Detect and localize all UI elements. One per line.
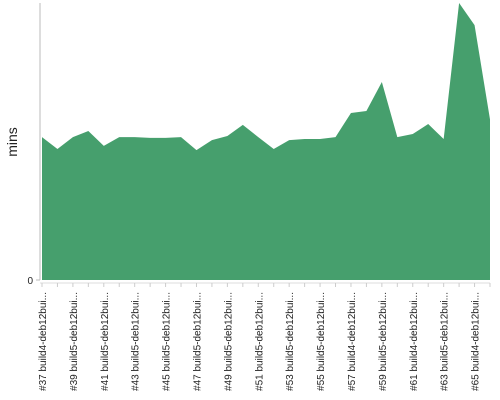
x-tick-label: #57 build4-deb12bui... [347, 292, 358, 391]
x-tick-label: #43 build5-deb12bui... [131, 292, 142, 391]
x-tick-label: #41 build5-deb12bui... [100, 292, 111, 391]
area [42, 3, 490, 280]
x-tick-label: #65 build4-deb12bui... [471, 292, 482, 391]
x-tick-label: #45 build5-deb12bui... [162, 292, 173, 391]
y-axis-label: mins [4, 127, 20, 157]
x-tick-label: #39 build5-deb12bui... [69, 292, 80, 391]
x-tick-label: #37 build4-deb12bui... [38, 292, 49, 391]
x-tick-label: #61 build4-deb12bui... [409, 292, 420, 391]
y-tick-label: 0 [27, 276, 33, 287]
x-tick-label: #53 build5-deb12bui... [285, 292, 296, 391]
x-tick-label: #55 build5-deb12bui... [316, 292, 327, 391]
x-tick-label: #51 build5-deb12bui... [254, 292, 265, 391]
x-tick-label: #47 build5-deb12bui... [192, 292, 203, 391]
x-tick-label: #59 build5-deb12bui... [378, 292, 389, 391]
x-tick-label: #49 build5-deb12bui... [223, 292, 234, 391]
x-tick-label: #63 build5-deb12bui... [440, 292, 451, 391]
